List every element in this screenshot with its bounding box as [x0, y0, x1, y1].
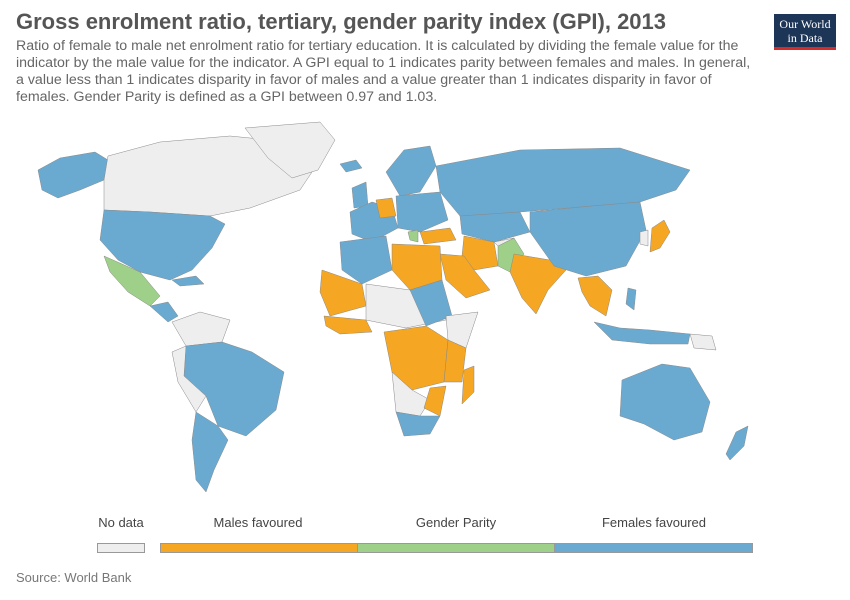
region-west-africa[interactable]: [323, 315, 373, 335]
region-saudi-arabia[interactable]: [439, 253, 491, 299]
region-greenland[interactable]: [244, 121, 336, 179]
region-eastern-europe[interactable]: [395, 191, 449, 233]
region-iceland[interactable]: [339, 159, 363, 173]
region-new-zealand[interactable]: [725, 425, 749, 461]
world-map: [37, 121, 749, 493]
source-note: Source: World Bank: [16, 570, 132, 585]
region-central-america[interactable]: [149, 301, 179, 323]
region-papua-new-guinea[interactable]: [689, 333, 717, 351]
region-australia[interactable]: [619, 363, 711, 441]
region-korea[interactable]: [639, 229, 649, 247]
region-mauritania-mali[interactable]: [319, 269, 367, 317]
region-greece[interactable]: [407, 229, 419, 243]
logo-line-2: in Data: [787, 31, 823, 45]
legend-label-gender-parity: Gender Parity: [415, 515, 497, 530]
region-southeast-asia[interactable]: [577, 275, 613, 317]
region-alaska[interactable]: [37, 151, 109, 199]
region-indonesia[interactable]: [593, 321, 691, 345]
region-turkey[interactable]: [419, 227, 457, 245]
legend-swatch-males-favoured[interactable]: [160, 543, 358, 553]
region-peru-bolivia[interactable]: [171, 345, 207, 413]
region-russia[interactable]: [435, 147, 691, 217]
legend-label-no-data: No data: [98, 515, 144, 530]
region-madagascar[interactable]: [461, 365, 475, 405]
region-east-africa[interactable]: [443, 339, 467, 383]
region-mongolia-china[interactable]: [529, 201, 647, 277]
region-iran[interactable]: [461, 235, 499, 271]
legend-label-females-favoured: Females favoured: [601, 515, 707, 530]
region-kazakhstan-central-asia[interactable]: [459, 211, 531, 243]
legend-swatch-gender-parity[interactable]: [357, 543, 555, 553]
region-cuba[interactable]: [171, 275, 205, 287]
legend-label-males-favoured: Males favoured: [213, 515, 303, 530]
region-canada[interactable]: [103, 135, 321, 217]
region-colombia-venezuela[interactable]: [171, 311, 231, 347]
region-japan[interactable]: [649, 219, 671, 253]
region-philippines[interactable]: [625, 287, 637, 311]
owid-logo[interactable]: Our World in Data: [774, 14, 836, 50]
region-morocco-algeria[interactable]: [339, 235, 393, 285]
region-argentina-chile[interactable]: [191, 411, 229, 493]
region-afghanistan[interactable]: [493, 237, 515, 247]
region-scandinavia[interactable]: [385, 145, 437, 197]
region-mozambique[interactable]: [423, 385, 447, 417]
region-uk-ireland[interactable]: [351, 181, 369, 209]
region-united-states[interactable]: [99, 209, 226, 281]
logo-line-1: Our World: [779, 17, 831, 31]
legend-swatch-no-data[interactable]: [97, 543, 145, 553]
chart-subtitle: Ratio of female to male net enrolment ra…: [16, 38, 751, 105]
region-south-africa[interactable]: [395, 411, 441, 437]
legend-swatch-females-favoured[interactable]: [554, 543, 753, 553]
chart-title: Gross enrolment ratio, tertiary, gender …: [16, 9, 667, 34]
region-germany[interactable]: [375, 197, 397, 219]
